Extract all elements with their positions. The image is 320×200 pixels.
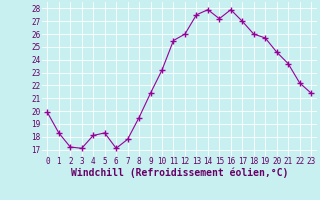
X-axis label: Windchill (Refroidissement éolien,°C): Windchill (Refroidissement éolien,°C) <box>70 168 288 178</box>
